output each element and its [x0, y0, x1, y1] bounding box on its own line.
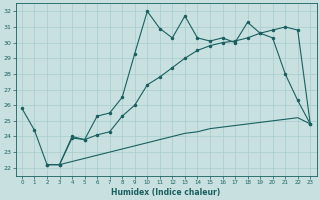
X-axis label: Humidex (Indice chaleur): Humidex (Indice chaleur) — [111, 188, 221, 197]
